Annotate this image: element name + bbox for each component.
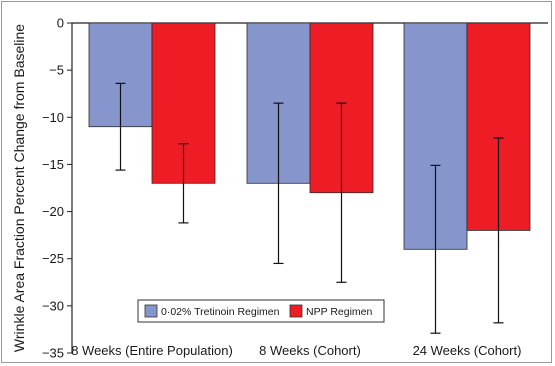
y-tick-label: −25 xyxy=(42,251,64,266)
y-tick-label: −20 xyxy=(42,204,64,219)
error-bars xyxy=(115,82,504,334)
y-tick-label: −30 xyxy=(42,298,64,313)
legend-swatch-npp xyxy=(289,304,303,318)
legend-label-tretinoin: 0·02% Tretinoin Regimen xyxy=(161,306,280,318)
category-label-1: 8 Weeks (Cohort) xyxy=(259,343,361,358)
legend-box xyxy=(137,299,385,323)
y-tick-label: −15 xyxy=(42,157,64,172)
legend-label-npp: NPP Regimen xyxy=(306,306,372,318)
y-tick-label: −10 xyxy=(42,110,64,125)
y-tick-label: 0 xyxy=(57,16,64,31)
y-tick-label: −35 xyxy=(42,346,64,361)
category-labels: 8 Weeks (Entire Population) 8 Weeks (Coho… xyxy=(71,343,521,358)
y-axis-label: Wrinkle Area Fraction Percent Change fro… xyxy=(11,24,27,352)
y-tick-label: −5 xyxy=(49,63,64,78)
category-label-0: 8 Weeks (Entire Population) xyxy=(71,343,233,358)
legend-swatch-tretinoin xyxy=(144,304,158,318)
bars xyxy=(88,22,531,250)
legend: 0·02% Tretinoin Regimen NPP Regimen xyxy=(137,299,385,323)
category-label-2: 24 Weeks (Cohort) xyxy=(413,343,522,358)
